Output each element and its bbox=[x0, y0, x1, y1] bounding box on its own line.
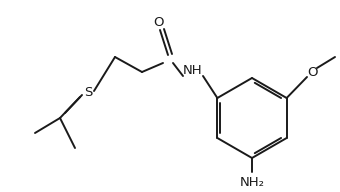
Text: O: O bbox=[307, 65, 317, 79]
Text: NH₂: NH₂ bbox=[239, 175, 265, 189]
Text: NH: NH bbox=[183, 65, 203, 78]
Text: S: S bbox=[84, 87, 92, 99]
Text: O: O bbox=[153, 16, 163, 28]
